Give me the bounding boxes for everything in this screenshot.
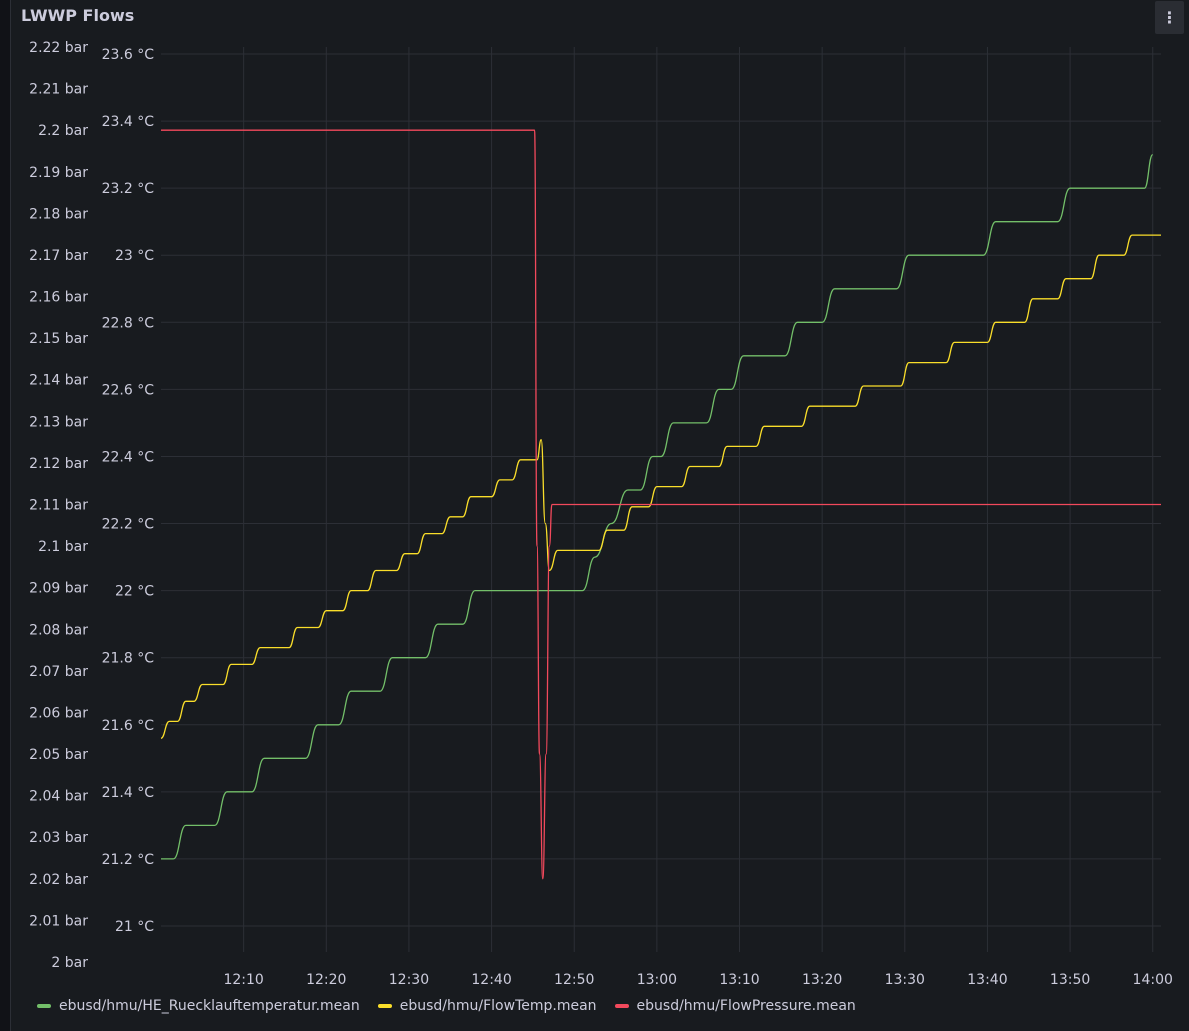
series-line <box>160 234 1161 739</box>
x-axis-tick-label: 12:20 <box>306 972 346 988</box>
y-axis-left-tick-label: 2.05 bar <box>29 747 88 763</box>
y-axis-left-tick-label: 2.15 bar <box>29 331 88 347</box>
y-axis-left-tick-label: 2.17 bar <box>29 248 88 264</box>
y-axis-left-tick-label: 2.1 bar <box>38 539 88 555</box>
y-axis-right-tick-label: 23.2 °C <box>102 181 155 197</box>
y-axis-right-tick-label: 21 °C <box>115 919 154 935</box>
y-axis-left-tick-label: 2.08 bar <box>29 622 88 638</box>
legend-swatch-icon <box>37 1004 51 1008</box>
y-axis-right-tick-label: 23.4 °C <box>102 114 155 130</box>
x-axis-tick-label: 12:50 <box>554 972 594 988</box>
y-axis-right-tick-label: 22.6 °C <box>102 382 155 398</box>
y-axis-left-tick-label: 2.22 bar <box>29 40 88 56</box>
x-axis-tick-label: 13:20 <box>802 972 842 988</box>
y-axis-right-tick-label: 22.8 °C <box>102 315 155 331</box>
chart-legend: ebusd/hmu/HE_Ruecklauftemperatur.mean ebu… <box>37 996 856 1016</box>
y-axis-left-tick-label: 2 bar <box>51 955 88 971</box>
y-axis-left-tick-label: 2.19 bar <box>29 165 88 181</box>
y-axis-left-tick-label: 2.13 bar <box>29 414 88 430</box>
y-axis-right-tick-label: 22 °C <box>115 584 154 600</box>
y-axis-left-tick-label: 2.07 bar <box>29 664 88 680</box>
y-axis-left-tick-label: 2.12 bar <box>29 456 88 472</box>
legend-swatch-icon <box>377 1004 392 1008</box>
x-axis-tick-label: 12:30 <box>389 972 429 988</box>
legend-item[interactable]: ebusd/hmu/FlowTemp.mean <box>377 998 597 1014</box>
y-axis-left-tick-label: 2.16 bar <box>29 290 88 306</box>
x-axis-tick-label: 14:00 <box>1133 972 1173 988</box>
x-axis-tick-label: 12:10 <box>223 972 263 988</box>
y-axis-left-tick-label: 2.02 bar <box>29 872 88 888</box>
y-axis-left-tick-label: 2.04 bar <box>29 789 88 805</box>
y-axis-left-tick-label: 2.18 bar <box>29 206 88 222</box>
y-axis-left-tick-label: 2.11 bar <box>29 498 88 514</box>
y-axis-right-tick-label: 21.2 °C <box>102 852 155 868</box>
x-axis-tick-label: 13:00 <box>637 972 677 988</box>
series-line <box>161 153 1154 860</box>
x-axis-tick-label: 13:40 <box>967 972 1007 988</box>
y-axis-left-tick-label: 2.14 bar <box>29 373 88 389</box>
y-axis-right-tick-label: 23 °C <box>115 248 154 264</box>
chart-panel: LWWP Flows ⋮ 21 °C 21.2 °C 21.4 °C 21.6 °C 2… <box>10 0 1189 1031</box>
panel-title: LWWP Flows <box>21 6 135 25</box>
series-line <box>161 129 1161 880</box>
x-axis-tick-label: 13:30 <box>885 972 925 988</box>
y-axis-right-tick-label: 21.6 °C <box>102 718 155 734</box>
y-axis-right-tick-label: 21.4 °C <box>102 785 155 801</box>
legend-item[interactable]: ebusd/hmu/FlowPressure.mean <box>614 998 856 1014</box>
legend-label: ebusd/hmu/HE_Ruecklauftemperatur.mean <box>59 998 360 1014</box>
y-axis-left-tick-label: 2.03 bar <box>29 830 88 846</box>
y-axis-left-tick-label: 2.21 bar <box>29 82 88 98</box>
line-chart: 21 °C 21.2 °C 21.4 °C 21.6 °C 21.8 °C 22 °C 22… <box>29 40 1173 988</box>
y-axis-right-tick-label: 23.6 °C <box>102 47 155 63</box>
y-axis-right-tick-label: 22.2 °C <box>102 517 155 533</box>
y-axis-left-tick-label: 2.2 bar <box>38 123 88 139</box>
x-axis-tick-label: 13:50 <box>1050 972 1090 988</box>
panel-menu-button[interactable]: ⋮ <box>1155 1 1184 34</box>
legend-swatch-icon <box>614 1004 629 1008</box>
y-axis-left-tick-label: 2.06 bar <box>29 705 88 721</box>
kebab-menu-icon: ⋮ <box>1161 8 1178 27</box>
x-axis-tick-label: 13:10 <box>719 972 759 988</box>
legend-label: ebusd/hmu/FlowTemp.mean <box>399 998 597 1014</box>
legend-item[interactable]: ebusd/hmu/HE_Ruecklauftemperatur.mean <box>37 998 360 1014</box>
y-axis-left-tick-label: 2.09 bar <box>29 581 88 597</box>
x-axis-tick-label: 12:40 <box>471 972 511 988</box>
y-axis-right-tick-label: 22.4 °C <box>102 449 155 465</box>
y-axis-left-tick-label: 2.01 bar <box>29 913 88 929</box>
legend-label: ebusd/hmu/FlowPressure.mean <box>636 998 856 1014</box>
y-axis-right-tick-label: 21.8 °C <box>102 651 155 667</box>
